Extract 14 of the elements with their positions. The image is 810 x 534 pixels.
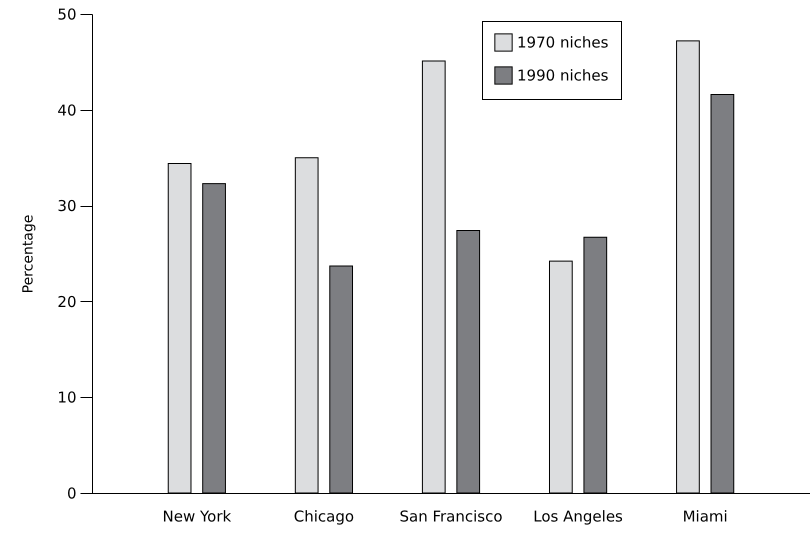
y-axis-title: Percentage bbox=[20, 214, 36, 294]
x-tick-label: San Francisco bbox=[399, 508, 503, 526]
y-tick-label: 0 bbox=[66, 484, 76, 502]
x-tick-label: Miami bbox=[682, 508, 728, 526]
y-tick-label: 20 bbox=[57, 292, 76, 311]
legend-label: 1970 niches bbox=[517, 34, 609, 52]
y-tick-label: 30 bbox=[57, 197, 76, 216]
y-tick-label: 50 bbox=[57, 6, 76, 24]
y-tick-label: 10 bbox=[57, 388, 76, 407]
x-tick-label: Los Angeles bbox=[533, 508, 624, 526]
legend-label: 1990 niches bbox=[517, 66, 609, 84]
x-tick-label: Chicago bbox=[294, 508, 354, 526]
x-tick-label: New York bbox=[162, 508, 232, 526]
y-tick-label: 40 bbox=[57, 101, 76, 120]
